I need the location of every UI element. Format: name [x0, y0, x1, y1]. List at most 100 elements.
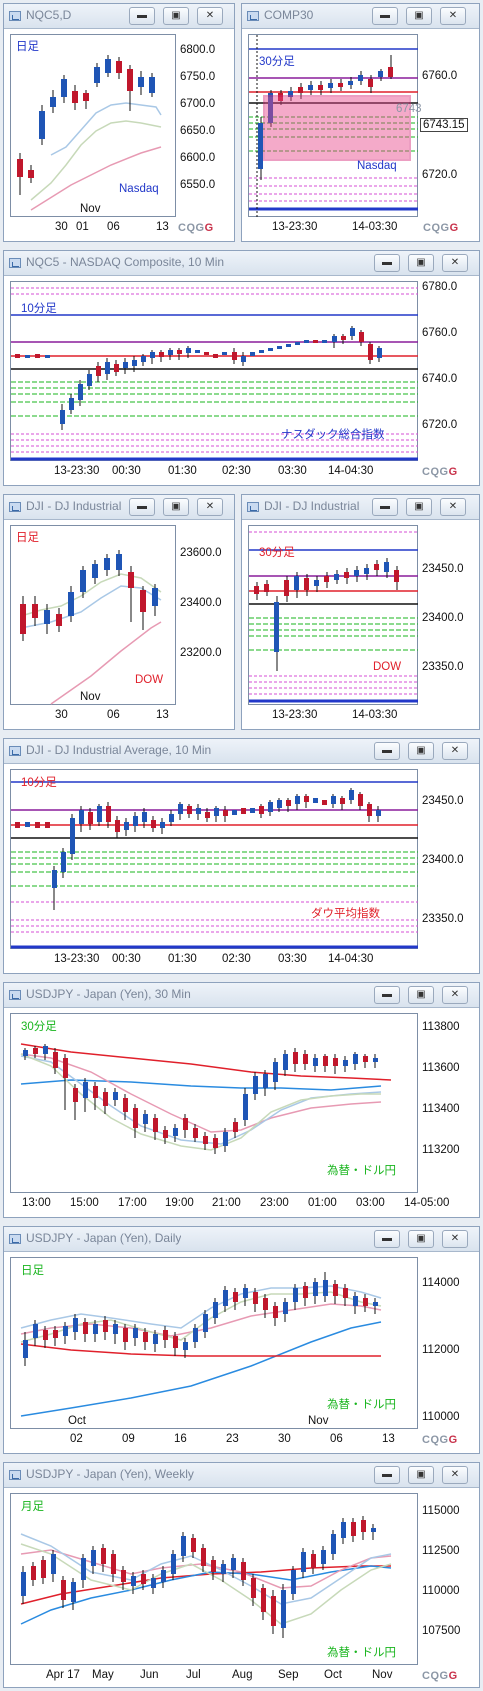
- price-axis[interactable]: 6780.0 6760.0 6740.0 6720.0: [418, 281, 479, 461]
- chart-app-icon: [9, 502, 21, 512]
- xtick: 21:00: [212, 1197, 241, 1209]
- minimize-button[interactable]: ▬: [374, 1230, 400, 1248]
- plot-area[interactable]: 30分足 Nasdaq: [248, 34, 419, 218]
- timeframe-label: 日足: [16, 41, 39, 53]
- restore-button[interactable]: ▣: [408, 986, 434, 1004]
- price-axis[interactable]: 23450.0 23400.0 23350.0: [418, 525, 479, 705]
- title-bar[interactable]: DJI - DJ Industrial Average, 10 Min ▬ ▣ …: [4, 739, 479, 764]
- xtick: 02:30: [222, 465, 251, 477]
- minimize-button[interactable]: ▬: [374, 1466, 400, 1484]
- close-button[interactable]: ✕: [442, 986, 468, 1004]
- window-title: NQC5,D: [26, 8, 72, 22]
- ytick: 115000: [422, 1505, 460, 1517]
- close-button[interactable]: ✕: [442, 1230, 468, 1248]
- close-button[interactable]: ✕: [440, 7, 466, 25]
- title-bar[interactable]: NQC5,D ▬ ▣ ✕: [4, 4, 234, 29]
- cqg-logo: CQGG: [423, 222, 459, 234]
- price-chart-svg: [11, 781, 419, 949]
- time-axis[interactable]: Nov 30 01 06 13 CQGG: [10, 203, 234, 241]
- restore-button[interactable]: ▣: [163, 7, 189, 25]
- xtick: Sep: [278, 1669, 299, 1681]
- title-bar[interactable]: DJI - DJ Industrial ▬ ▣ ✕: [242, 495, 479, 520]
- title-bar[interactable]: USDJPY - Japan (Yen), Daily ▬ ▣ ✕: [4, 1227, 479, 1252]
- time-axis[interactable]: Apr 17 May Jun Jul Aug Sep Oct Nov CQGG: [10, 1665, 479, 1687]
- price-axis[interactable]: 6760.0 6743 6743.15 6720.0: [396, 34, 479, 217]
- close-button[interactable]: ✕: [197, 7, 223, 25]
- xtick-month: Nov: [80, 203, 101, 215]
- time-axis[interactable]: Nov 30 06 13: [10, 691, 234, 729]
- price-axis[interactable]: 23450.0 23400.0 23350.0: [418, 769, 479, 949]
- minimize-button[interactable]: ▬: [129, 7, 155, 25]
- close-button[interactable]: ✕: [442, 1466, 468, 1484]
- ytick: 6740.0: [422, 373, 458, 385]
- price-axis[interactable]: 113800 113600 113400 113200: [418, 1013, 479, 1193]
- minimize-button[interactable]: ▬: [374, 742, 400, 760]
- xtick: 09: [122, 1433, 135, 1445]
- xtick: 01:30: [168, 465, 197, 477]
- time-axis[interactable]: 13-23:30 14-03:30 CQGG: [248, 217, 479, 241]
- ytick: 23350.0: [422, 661, 464, 673]
- xtick: 14-04:30: [328, 953, 374, 965]
- chart-app-icon: [9, 990, 21, 1000]
- price-chart-svg: [11, 287, 419, 461]
- close-button[interactable]: ✕: [442, 254, 468, 272]
- ytick: 6750.0: [180, 71, 216, 83]
- chart-app-icon: [9, 11, 21, 21]
- restore-button[interactable]: ▣: [163, 498, 189, 516]
- minimize-button[interactable]: ▬: [372, 7, 398, 25]
- timeframe-label: 日足: [21, 1265, 44, 1277]
- symbol-note: DOW: [135, 674, 164, 686]
- restore-button[interactable]: ▣: [406, 7, 432, 25]
- time-axis[interactable]: 13-23:30 00:30 01:30 02:30 03:30 14-04:3…: [10, 461, 479, 485]
- plot-area[interactable]: 月足 為替・ドル円: [10, 1493, 418, 1665]
- ytick: 23400.0: [422, 854, 464, 866]
- plot-area[interactable]: 10分足 ナスダック総合指数: [10, 281, 419, 461]
- plot-area[interactable]: 30分足 DOW: [248, 525, 419, 705]
- close-button[interactable]: ✕: [442, 742, 468, 760]
- restore-button[interactable]: ▣: [408, 1466, 434, 1484]
- time-axis[interactable]: 13-23:30 00:30 01:30 02:30 03:30 14-04:3…: [10, 949, 479, 973]
- title-bar[interactable]: NQC5 - NASDAQ Composite, 10 Min ▬ ▣ ✕: [4, 251, 479, 276]
- restore-button[interactable]: ▣: [408, 742, 434, 760]
- price-axis[interactable]: 23600.0 23400.0 23200.0: [176, 525, 234, 705]
- minimize-button[interactable]: ▬: [372, 498, 398, 516]
- title-bar[interactable]: USDJPY - Japan (Yen), 30 Min ▬ ▣ ✕: [4, 983, 479, 1008]
- plot-area[interactable]: 日足 DOW: [10, 525, 176, 705]
- price-axis[interactable]: 114000 112000 110000: [418, 1257, 479, 1429]
- xtick: 17:00: [118, 1197, 147, 1209]
- xtick: 06: [330, 1433, 343, 1445]
- price-axis[interactable]: 6800.0 6750.0 6700.0 6650.0 6600.0 6550.…: [176, 34, 234, 217]
- price-axis[interactable]: 115000 112500 110000 107500: [418, 1493, 479, 1665]
- xtick: Aug: [232, 1669, 253, 1681]
- close-button[interactable]: ✕: [440, 498, 466, 516]
- time-axis[interactable]: Oct Nov 02 09 16 23 30 06 13 CQGG: [10, 1415, 479, 1453]
- xtick: 16: [174, 1433, 187, 1445]
- minimize-button[interactable]: ▬: [129, 498, 155, 516]
- restore-button[interactable]: ▣: [406, 498, 432, 516]
- candlestick-group: [21, 1516, 376, 1638]
- ytick: 107500: [422, 1625, 461, 1637]
- timeframe-label: 30分足: [259, 56, 295, 68]
- restore-button[interactable]: ▣: [408, 254, 434, 272]
- time-axis[interactable]: 13:00 15:00 17:00 19:00 21:00 23:00 01:0…: [10, 1193, 479, 1217]
- title-bar[interactable]: DJI - DJ Industrial ▬ ▣ ✕: [4, 495, 234, 520]
- plot-area[interactable]: 日足 為替・ドル円: [10, 1257, 418, 1429]
- ytick: 23350.0: [422, 913, 464, 925]
- plot-area[interactable]: 日足 Nasdaq: [10, 34, 176, 217]
- cqg-logo: CQGG: [422, 1434, 458, 1446]
- plot-area[interactable]: 30分足 為替・ドル円: [10, 1013, 418, 1193]
- minimize-button[interactable]: ▬: [374, 986, 400, 1004]
- close-button[interactable]: ✕: [197, 498, 223, 516]
- restore-button[interactable]: ▣: [408, 1230, 434, 1248]
- minimize-button[interactable]: ▬: [374, 254, 400, 272]
- ytick: 23450.0: [422, 795, 464, 807]
- price-chart-svg: [20, 1272, 382, 1417]
- plot-area[interactable]: 10分足 ダウ平均指数: [10, 769, 419, 949]
- time-axis[interactable]: 13-23:30 14-03:30: [248, 705, 479, 729]
- window-dji-10min: DJI - DJ Industrial Average, 10 Min ▬ ▣ …: [3, 738, 480, 974]
- window-usdjpy-30min: USDJPY - Japan (Yen), 30 Min ▬ ▣ ✕: [3, 982, 480, 1218]
- title-bar[interactable]: USDJPY - Japan (Yen), Weekly ▬ ▣ ✕: [4, 1463, 479, 1488]
- candlestick-group: [23, 1272, 378, 1366]
- title-bar[interactable]: COMP30 ▬ ▣ ✕: [242, 4, 479, 29]
- window-nasdaq-10min: NQC5 - NASDAQ Composite, 10 Min ▬ ▣ ✕: [3, 250, 480, 486]
